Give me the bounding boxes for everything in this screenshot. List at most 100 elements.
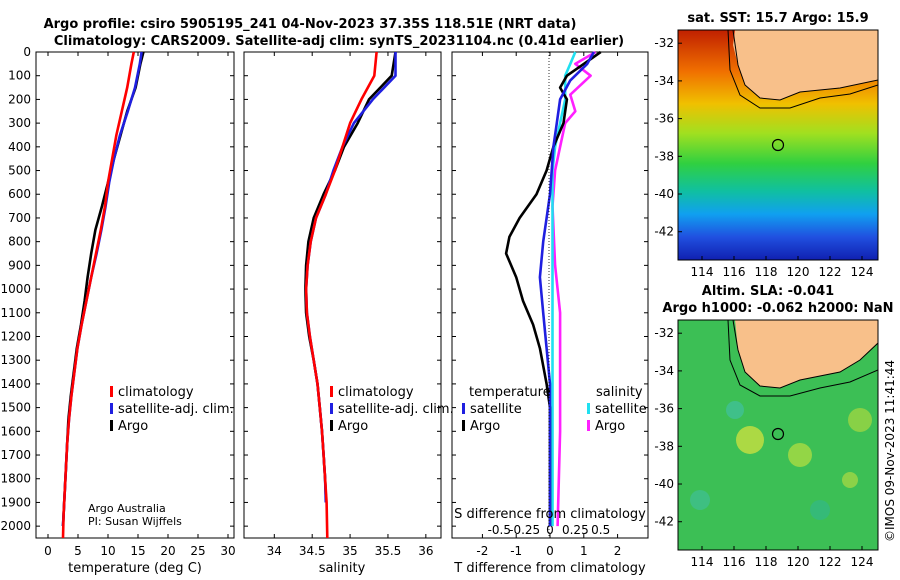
temperature-plot-frame	[35, 51, 235, 539]
legend-swatch-s-satellite	[587, 403, 590, 414]
credit-pi: PI: Susan Wijffels	[88, 515, 182, 528]
map-y-tick-label: -32	[654, 36, 674, 50]
depth-tick-label: 200	[8, 92, 31, 106]
depth-tick-label: 800	[8, 235, 31, 249]
depth-tick-label: 100	[8, 69, 31, 83]
map-x-tick-label: 116	[723, 555, 746, 569]
title-line-2: Climatology: CARS2009. Satellite-adj cli…	[54, 34, 624, 49]
legend-swatch-argo	[330, 420, 333, 431]
legend-title-temperature: temperature	[469, 385, 551, 400]
map-x-tick-label: 122	[819, 265, 842, 279]
depth-tick-label: 2000	[0, 519, 31, 533]
x-tick-label: 25	[190, 544, 205, 558]
x-tick-label: -1	[510, 544, 522, 558]
legend-label-s-satellite: satellite	[595, 402, 647, 417]
s-difference-tick-label: -0.5	[488, 523, 511, 537]
temperature-line-argo	[61, 51, 145, 527]
temperature-axis-label: temperature (deg C)	[68, 561, 202, 576]
sla-anomaly	[842, 472, 858, 488]
sst-map-frame	[677, 29, 879, 261]
sla-map-frame	[677, 319, 879, 551]
legend-label-s-argo: Argo	[595, 419, 625, 434]
salinity-line-climatology	[304, 51, 378, 539]
depth-tick-label: 1100	[0, 306, 31, 320]
depth-tick-label: 300	[8, 116, 31, 130]
depth-tick-label: 1300	[0, 353, 31, 367]
map-x-tick-label: 114	[691, 555, 714, 569]
map-y-tick-label: -38	[654, 439, 674, 453]
map-y-tick-label: -36	[654, 112, 674, 126]
x-tick-label: 0	[546, 544, 554, 558]
sst-map	[678, 30, 878, 260]
sla-map	[678, 320, 878, 550]
legend-swatch-argo	[110, 420, 113, 431]
x-tick-label: 30	[220, 544, 235, 558]
temperature-line-climatology	[61, 51, 136, 539]
legend-label-satellite: satellite-adj. clim.	[338, 402, 454, 417]
map-y-tick-label: -40	[654, 187, 674, 201]
depth-tick-label: 1900	[0, 495, 31, 509]
sla-map-title-1: Altim. SLA: -0.041	[702, 284, 834, 299]
depth-tick-label: 500	[8, 164, 31, 178]
x-tick-label: 20	[160, 544, 175, 558]
legend-swatch-s-argo	[587, 420, 590, 431]
x-tick-label: -2	[476, 544, 488, 558]
difference-legend: temperature satellite Argo salinity sate…	[462, 385, 647, 434]
credit-org: Argo Australia	[88, 502, 166, 515]
t-difference-axis-label: T difference from climatology	[453, 561, 646, 576]
s-difference-axis-label: S difference from climatology	[454, 507, 646, 522]
imos-timestamp: ©IMOS 09-Nov-2023 11:41:44	[883, 360, 897, 542]
legend-label-climatology: climatology	[338, 385, 414, 400]
depth-tick-label: 400	[8, 140, 31, 154]
difference-line-s-argo	[551, 50, 597, 527]
sst-land	[733, 30, 878, 100]
map-y-tick-label: -32	[654, 326, 674, 340]
depth-axis: 0 100 200 300 400 500 600 700 800 900 1000 1100 1200…	[0, 45, 648, 533]
x-tick-label: 2	[614, 544, 622, 558]
map-y-tick-label: -36	[654, 402, 674, 416]
map-x-tick-label: 124	[851, 265, 874, 279]
depth-tick-label: 1600	[0, 424, 31, 438]
legend-swatch-satellite	[330, 403, 333, 414]
x-tick-label: 34	[267, 544, 282, 558]
sla-anomaly	[690, 490, 710, 510]
map-x-tick-label: 118	[755, 555, 778, 569]
map-x-tick-label: 122	[819, 555, 842, 569]
map-x-tick-label: 124	[851, 555, 874, 569]
sla-shelf-contour	[727, 320, 878, 397]
depth-tick-label: 600	[8, 187, 31, 201]
depth-tick-label: 1200	[0, 329, 31, 343]
temperature-legend: climatology satellite-adj. clim. Argo	[110, 385, 234, 434]
depth-tick-label: 900	[8, 258, 31, 272]
sla-map-title-2: Argo h1000: -0.062 h2000: NaN	[662, 301, 893, 316]
legend-swatch-climatology	[330, 386, 333, 397]
x-axes: 0 5 10 15 20 25 30 34 34.5 35 35.5 36 -2 -1 0 1 2 -0.5-0.…	[44, 52, 621, 558]
sst-map-title: sat. SST: 15.7 Argo: 15.9	[687, 11, 868, 26]
map-x-tick-label: 120	[787, 555, 810, 569]
legend-swatch-satellite	[110, 403, 113, 414]
map-x-tick-label: 118	[755, 265, 778, 279]
sla-anomaly	[810, 500, 830, 520]
sla-anomaly	[788, 443, 812, 467]
x-tick-label: 34.5	[299, 544, 326, 558]
depth-tick-label: 700	[8, 211, 31, 225]
depth-tick-label: 1000	[0, 282, 31, 296]
legend-label-argo: Argo	[118, 419, 148, 434]
map-y-tick-label: -38	[654, 149, 674, 163]
sla-map-axes: 114 116 118 120 122 124 -32 -34 -36 -38 -40 -42	[654, 326, 873, 569]
depth-tick-label: 0	[23, 45, 31, 59]
sla-land	[735, 320, 878, 388]
legend-swatch-t-satellite	[462, 403, 465, 414]
x-tick-label: 5	[74, 544, 82, 558]
legend-label-t-satellite: satellite	[470, 402, 522, 417]
sla-argo-marker	[771, 427, 785, 441]
map-x-tick-label: 116	[723, 265, 746, 279]
sla-anomaly	[736, 426, 764, 454]
x-tick-label: 0	[44, 544, 52, 558]
map-y-tick-label: -42	[654, 515, 674, 529]
sst-map-axes: 114 116 118 120 122 124 -32 -34 -36 -38 -40 -42	[654, 36, 873, 279]
s-difference-tick-label: 0	[546, 523, 554, 537]
legend-swatch-climatology	[110, 386, 113, 397]
sla-coast-outline	[732, 320, 878, 389]
sla-anomaly	[726, 401, 744, 419]
